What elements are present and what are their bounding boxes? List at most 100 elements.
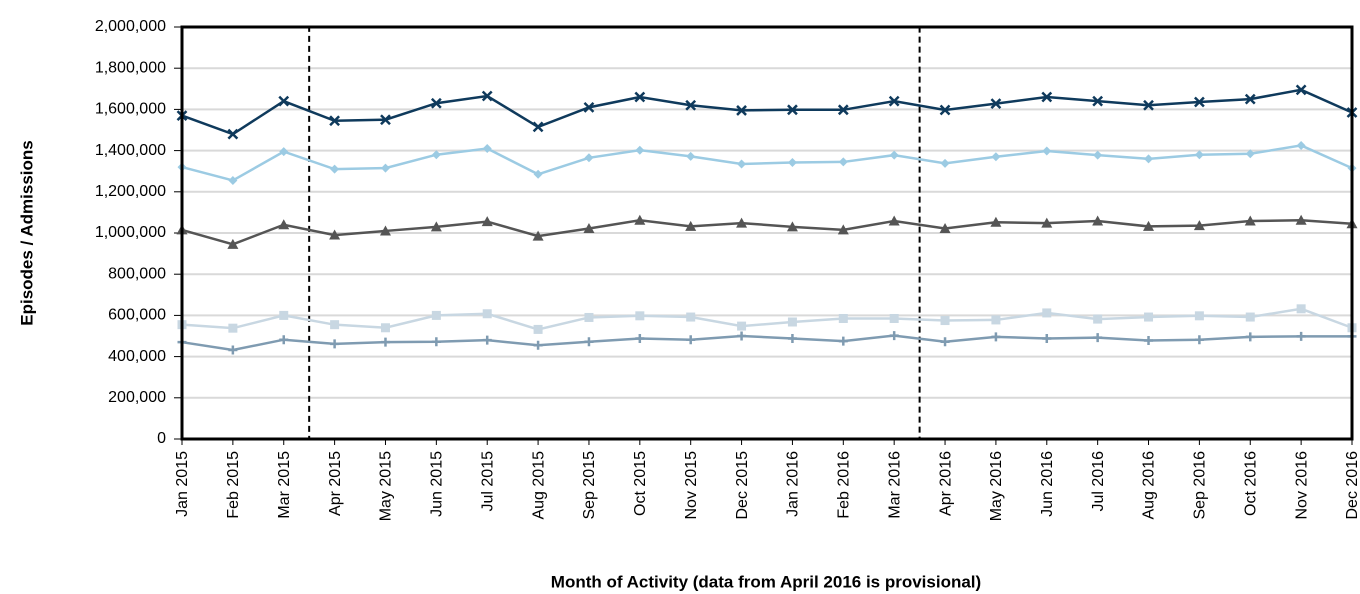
x-tick-label: Jun 2016: [1039, 451, 1056, 517]
marker: [940, 337, 950, 347]
marker: [584, 153, 594, 163]
marker: [482, 309, 492, 319]
marker: [838, 313, 848, 323]
marker: [330, 339, 340, 349]
x-tick-label: Oct 2016: [1242, 451, 1259, 516]
marker: [737, 159, 747, 169]
marker: [1193, 220, 1205, 231]
x-tick-label: May 2015: [378, 451, 395, 521]
marker: [1295, 214, 1307, 225]
x-tick-label: Feb 2016: [836, 451, 853, 519]
marker: [532, 121, 544, 133]
marker: [634, 214, 646, 225]
marker: [1296, 331, 1306, 341]
marker: [1194, 335, 1204, 345]
marker: [380, 163, 390, 173]
marker: [431, 310, 441, 320]
marker: [1245, 332, 1255, 342]
marker: [787, 333, 797, 343]
marker: [1042, 333, 1052, 343]
marker: [1042, 146, 1052, 156]
x-tick-label: Jun 2015: [429, 451, 446, 517]
marker: [278, 95, 290, 107]
marker: [380, 114, 391, 126]
marker: [685, 99, 697, 111]
marker: [532, 230, 544, 241]
marker: [838, 336, 848, 346]
marker: [329, 229, 341, 240]
marker: [990, 216, 1002, 227]
marker: [227, 128, 239, 140]
marker: [889, 150, 899, 160]
marker: [787, 317, 797, 327]
marker: [939, 222, 951, 233]
marker: [1144, 312, 1154, 322]
marker: [1093, 150, 1103, 160]
marker: [482, 335, 492, 345]
marker: [940, 158, 950, 168]
marker: [380, 323, 390, 333]
marker: [584, 312, 594, 322]
y-tick-label: 2,000,000: [95, 18, 166, 35]
marker: [430, 97, 442, 109]
marker: [330, 320, 340, 330]
y-tick-label: 400,000: [108, 348, 166, 365]
y-tick-label: 200,000: [108, 389, 166, 406]
marker: [1245, 312, 1255, 322]
x-tick-label: Mar 2015: [276, 451, 293, 519]
marker: [1144, 336, 1154, 346]
marker: [228, 323, 238, 333]
marker: [1245, 149, 1255, 159]
marker: [940, 316, 950, 326]
marker: [991, 332, 1001, 342]
y-tick-label: 1,600,000: [95, 101, 166, 118]
marker: [991, 315, 1001, 325]
marker: [686, 335, 696, 345]
marker: [686, 151, 696, 161]
marker: [1194, 150, 1204, 160]
marker: [635, 311, 645, 321]
series-line: [181, 218, 1353, 246]
marker: [1092, 95, 1104, 107]
marker: [380, 337, 390, 347]
marker: [888, 95, 900, 107]
marker: [1092, 215, 1104, 226]
marker: [431, 150, 441, 160]
marker: [737, 321, 747, 331]
marker: [888, 215, 900, 226]
y-tick-label: 600,000: [108, 307, 166, 324]
marker: [329, 115, 340, 127]
x-tick-label: Oct 2015: [632, 451, 649, 516]
marker: [1194, 96, 1205, 108]
x-tick-label: Sep 2016: [1192, 451, 1209, 520]
plot-frame: [180, 25, 1354, 441]
marker: [889, 331, 899, 341]
marker: [228, 345, 238, 355]
marker: [686, 312, 696, 322]
marker: [939, 104, 951, 116]
marker: [481, 216, 493, 227]
marker: [1041, 91, 1053, 103]
marker: [279, 310, 289, 320]
marker: [837, 224, 849, 235]
x-tick-label: Jan 2015: [174, 451, 191, 517]
marker: [838, 157, 848, 167]
marker: [583, 222, 595, 233]
x-tick-label: Apr 2015: [327, 451, 344, 516]
marker: [1093, 314, 1103, 324]
marker: [278, 219, 290, 230]
series-line: [181, 307, 1353, 331]
marker: [482, 144, 492, 154]
y-axis-title: Episodes / Admissions: [17, 140, 36, 325]
marker: [634, 91, 646, 103]
y-tick-label: 1,400,000: [95, 142, 166, 159]
marker: [787, 104, 798, 116]
marker: [1244, 215, 1256, 226]
y-tick-label: 800,000: [108, 265, 166, 282]
marker: [533, 340, 543, 350]
marker: [1194, 311, 1204, 321]
marker: [889, 313, 899, 323]
x-tick-label: Jan 2016: [785, 451, 802, 517]
y-tick-label: 1,800,000: [95, 59, 166, 76]
